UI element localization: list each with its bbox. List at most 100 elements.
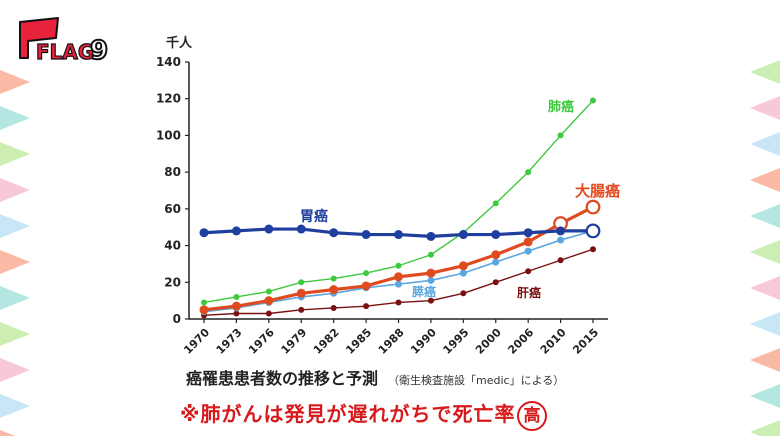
bunting-flag bbox=[750, 276, 780, 300]
data-point-colorectal bbox=[491, 250, 501, 260]
x-tick-label: 1990 bbox=[408, 326, 439, 357]
series-label-lung: 肺癌 bbox=[548, 99, 574, 115]
right-bunting-decoration bbox=[750, 60, 780, 436]
x-tick-label: 1982 bbox=[311, 326, 342, 357]
data-point-liver bbox=[330, 304, 337, 311]
bunting-flag bbox=[0, 430, 15, 436]
x-tick-label: 1973 bbox=[214, 326, 245, 357]
data-point-lung bbox=[233, 293, 240, 300]
series-label-liver: 肝癌 bbox=[517, 285, 541, 300]
data-point-liver bbox=[492, 279, 499, 286]
bunting-flag bbox=[0, 250, 30, 274]
data-point-lung bbox=[557, 132, 564, 139]
y-tick-label: 80 bbox=[164, 165, 181, 179]
data-point-lung bbox=[395, 262, 402, 269]
y-tick-label: 120 bbox=[156, 92, 181, 106]
data-point-lung bbox=[590, 97, 596, 104]
bunting-flag bbox=[750, 348, 780, 372]
data-point-stomach bbox=[585, 223, 601, 239]
data-point-liver bbox=[265, 310, 272, 317]
bunting-flag bbox=[750, 384, 780, 408]
x-tick-label: 2015 bbox=[570, 326, 601, 357]
data-point-stomach bbox=[361, 230, 371, 240]
bunting-flag bbox=[0, 358, 30, 382]
data-point-liver bbox=[460, 290, 467, 297]
data-point-colorectal bbox=[426, 268, 436, 278]
circled-high-mark: 高 bbox=[517, 400, 548, 431]
bunting-flag bbox=[750, 420, 780, 436]
bunting-flag bbox=[0, 142, 30, 166]
bunting-flag bbox=[750, 312, 780, 336]
bunting-flag bbox=[750, 60, 780, 84]
bunting-flag bbox=[750, 204, 780, 228]
logo-text: FLAG bbox=[36, 40, 94, 64]
bunting-flag bbox=[0, 70, 30, 94]
data-point-lung bbox=[492, 200, 499, 207]
x-tick-label: 1979 bbox=[279, 326, 310, 357]
data-point-colorectal bbox=[264, 296, 274, 306]
data-point-pancreas bbox=[557, 236, 565, 244]
data-point-liver bbox=[298, 306, 305, 313]
y-tick-label: 60 bbox=[164, 202, 181, 216]
series-label-pancreas: 膵癌 bbox=[412, 284, 436, 299]
data-point-pancreas bbox=[524, 247, 532, 255]
bunting-flag bbox=[0, 322, 30, 346]
data-point-lung bbox=[427, 251, 434, 258]
data-point-stomach bbox=[523, 228, 533, 238]
bunting-flag bbox=[0, 106, 30, 130]
data-point-liver bbox=[233, 310, 240, 317]
x-tick-label: 2000 bbox=[473, 326, 504, 357]
bunting-flag bbox=[750, 132, 780, 156]
chart-caption: 癌罹患患者数の推移と予測 （衛生検査施設「medic」による） bbox=[186, 365, 564, 389]
data-point-colorectal bbox=[361, 281, 371, 291]
data-point-colorectal bbox=[296, 288, 306, 298]
data-point-liver bbox=[557, 257, 564, 264]
data-point-lung bbox=[525, 169, 532, 176]
x-tick-label: 2006 bbox=[505, 326, 536, 357]
bunting-flag bbox=[0, 286, 30, 310]
data-point-stomach bbox=[296, 224, 306, 234]
series-label-stomach: 胃癌 bbox=[300, 208, 328, 225]
data-point-pancreas bbox=[492, 258, 500, 266]
x-tick-label: 1988 bbox=[376, 326, 407, 357]
data-point-lung bbox=[363, 270, 370, 277]
data-point-lung bbox=[298, 279, 305, 286]
data-point-stomach bbox=[329, 228, 339, 238]
series-line-lung bbox=[203, 100, 594, 304]
flag9-logo: FLAG 9 bbox=[19, 17, 109, 66]
logo-number: 9 bbox=[90, 36, 108, 66]
data-point-lung bbox=[265, 288, 272, 295]
data-point-colorectal bbox=[523, 237, 533, 247]
data-point-lung bbox=[201, 299, 207, 306]
y-tick-label: 0 bbox=[173, 312, 181, 326]
lung-cancer-note: ※肺がんは発見が遅れがちで死亡率高 bbox=[180, 398, 548, 431]
y-tick-label: 100 bbox=[156, 128, 181, 142]
data-point-liver bbox=[395, 299, 402, 306]
bunting-flag bbox=[750, 96, 780, 120]
data-point-lung bbox=[330, 275, 337, 282]
x-tick-label: 1976 bbox=[246, 326, 277, 357]
bunting-flag bbox=[0, 178, 30, 202]
data-point-colorectal bbox=[394, 272, 403, 282]
data-point-stomach bbox=[491, 230, 501, 240]
data-point-pancreas bbox=[395, 280, 402, 288]
bunting-flag bbox=[750, 240, 780, 264]
data-point-pancreas bbox=[427, 276, 435, 284]
data-point-stomach bbox=[231, 226, 241, 236]
data-point-stomach bbox=[426, 231, 436, 241]
data-point-liver bbox=[363, 303, 370, 310]
data-point-colorectal bbox=[458, 261, 468, 271]
caption-source: （衛生検査施設「medic」による） bbox=[388, 374, 565, 387]
data-point-stomach bbox=[264, 224, 274, 234]
data-point-liver bbox=[525, 268, 532, 275]
y-tick-label: 40 bbox=[164, 239, 181, 253]
data-point-colorectal bbox=[585, 199, 601, 215]
y-axis-unit-label: 千人 bbox=[166, 35, 193, 51]
x-tick-label: 1970 bbox=[181, 326, 212, 357]
y-tick-label: 140 bbox=[156, 55, 181, 69]
data-point-liver bbox=[427, 297, 434, 304]
note-text: ※肺がんは発見が遅れがちで死亡率 bbox=[180, 402, 516, 426]
bunting-flag bbox=[0, 214, 30, 238]
x-tick-label: 2010 bbox=[538, 326, 569, 357]
